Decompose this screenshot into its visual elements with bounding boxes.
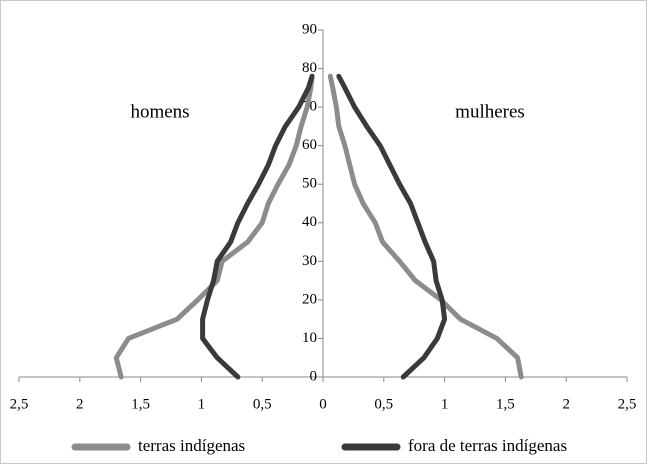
x-tick-label: 1 xyxy=(441,396,449,412)
y-tick-label: 60 xyxy=(302,137,317,153)
y-tick-label: 10 xyxy=(302,330,317,346)
y-tick-label: 30 xyxy=(302,253,317,269)
y-tick-label: 20 xyxy=(302,291,317,307)
series-line xyxy=(113,73,315,380)
series-line xyxy=(200,73,315,380)
x-tick-label: 2 xyxy=(76,396,84,412)
x-tick-label: 1,5 xyxy=(131,396,150,412)
y-tick-label: 50 xyxy=(302,176,317,192)
x-tick-label: 1 xyxy=(198,396,206,412)
y-tick-label: 80 xyxy=(302,60,317,76)
x-tick-label: 0,5 xyxy=(253,396,272,412)
x-tick-label: 2,5 xyxy=(10,396,29,412)
series-line xyxy=(336,73,448,380)
annotation: homens xyxy=(130,101,189,122)
x-tick-label: 0 xyxy=(319,396,327,412)
annotation: mulheres xyxy=(455,101,525,122)
legend-label: fora de terras indígenas xyxy=(408,436,567,455)
y-tick-label: 0 xyxy=(310,368,318,384)
y-tick-label: 40 xyxy=(302,214,317,230)
x-tick-label: 1,5 xyxy=(496,396,515,412)
legend-label: terras indígenas xyxy=(138,436,245,455)
series-line xyxy=(327,73,524,380)
x-tick-label: 0,5 xyxy=(374,396,393,412)
y-tick-label: 90 xyxy=(302,21,317,37)
x-tick-label: 2 xyxy=(562,396,570,412)
x-tick-label: 2,5 xyxy=(618,396,637,412)
